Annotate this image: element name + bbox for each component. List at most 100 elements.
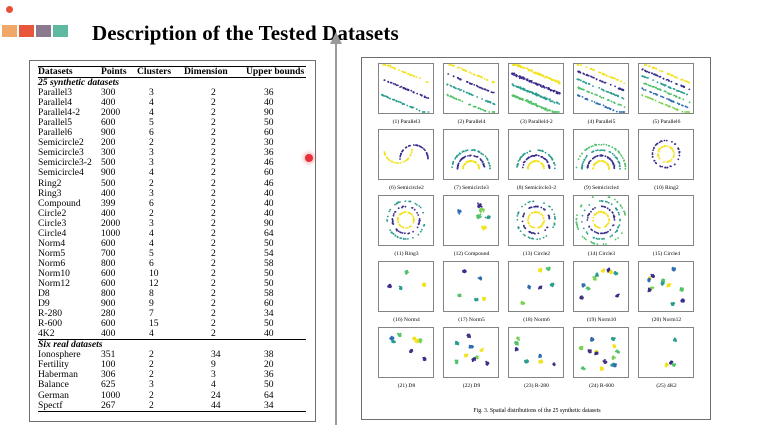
scatter-thumbnail: (3) Parallel4-2 xyxy=(504,63,569,129)
swatch-orange[interactable] xyxy=(2,25,17,37)
cell-dimension: 2 xyxy=(211,267,216,279)
swatch-teal[interactable] xyxy=(53,25,68,37)
dataset-table-panel: Datasets Points Clusters Dimension Upper… xyxy=(29,60,316,422)
table-row: Fertility 100 2 9 20 xyxy=(38,360,306,370)
scatter-plot xyxy=(573,195,629,246)
up-arrow-icon[interactable] xyxy=(330,32,342,44)
scatter-thumbnail: (5) Parallel6 xyxy=(634,63,699,129)
cell-upper-bound: 60 xyxy=(264,167,274,179)
scatter-plot xyxy=(508,63,564,114)
cell-points: 2000 xyxy=(101,107,121,119)
cell-points: 400 xyxy=(101,329,137,341)
scatter-plot xyxy=(638,63,694,114)
thumbnail-caption: (22) D9 xyxy=(462,383,481,389)
cell-dataset: Ring3 xyxy=(38,187,62,199)
figure-panel: (1) Parallel3 (2) Parallel4 (3) Parallel4-… xyxy=(361,57,711,420)
cell-clusters: 10 xyxy=(149,267,159,279)
thumbnail-caption: (10) Ring2 xyxy=(654,185,679,191)
cell-upper-bound: 20 xyxy=(264,359,274,371)
scatter-thumbnail: (10) Ring2 xyxy=(634,129,699,195)
thumbnail-caption: (12) Compound xyxy=(453,251,490,257)
pointer-cursor xyxy=(305,154,313,162)
table-row: Parallel3 300 3 2 36 xyxy=(38,88,306,98)
table-row: Haberman 306 2 3 36 xyxy=(38,370,306,380)
cell-dataset: Semicircle4 xyxy=(38,167,84,179)
scatter-thumbnail: (16) Norm4 xyxy=(374,261,439,327)
cell-upper-bound: 58 xyxy=(264,288,274,300)
cell-dataset: Parallel4-2 xyxy=(38,107,81,119)
color-swatches xyxy=(2,25,68,37)
scatter-plot xyxy=(638,261,694,312)
cell-dataset: Parallel4 xyxy=(38,97,73,109)
cell-upper-bound: 90 xyxy=(264,107,274,119)
cell-dimension: 24 xyxy=(211,389,221,401)
scatter-thumbnail: (24) R-600 xyxy=(569,327,634,393)
cell-dimension: 2 xyxy=(211,298,216,310)
cell-dataset: Semicircle3 xyxy=(38,147,84,159)
cell-upper-bound: 64 xyxy=(264,227,274,239)
thumbnail-caption: (21) D8 xyxy=(397,383,416,389)
table-row: Ring2 500 2 2 46 xyxy=(38,177,306,189)
scatter-plot xyxy=(508,327,564,378)
cell-dimension: 2 xyxy=(211,127,216,139)
scatter-thumbnail: (4) Parallel5 xyxy=(569,63,634,129)
scatter-thumbnail: (25) 4K2 xyxy=(634,327,699,393)
cell-dimension: 2 xyxy=(211,277,216,289)
swatch-purple[interactable] xyxy=(36,25,51,37)
table-row: Circle3 2000 3 2 90 xyxy=(38,217,306,229)
header-clusters: Clusters xyxy=(137,65,184,79)
cell-dataset: R-600 xyxy=(38,318,62,330)
cell-upper-bound: 60 xyxy=(264,298,274,310)
table-row: R-600 600 15 2 50 xyxy=(38,319,306,329)
cell-dataset: Balance xyxy=(38,379,69,391)
cell-dimension: 2 xyxy=(211,87,216,99)
thumbnail-caption: (1) Parallel3 xyxy=(392,119,421,125)
thumbnail-caption: (13) Circle2 xyxy=(522,251,551,257)
cell-upper-bound: 40 xyxy=(264,97,274,109)
cell-dataset: Ionosphere xyxy=(38,349,81,361)
cell-dimension: 4 xyxy=(211,379,216,391)
table-row: Semicircle3 300 3 2 36 xyxy=(38,148,306,158)
cell-dimension: 2 xyxy=(184,329,238,341)
scatter-thumbnail: (22) D9 xyxy=(439,327,504,393)
cell-clusters: 9 xyxy=(149,298,154,310)
thumbnail-caption: (5) Parallel6 xyxy=(652,119,681,125)
swatch-red[interactable] xyxy=(19,25,34,37)
cell-upper-bound: 50 xyxy=(264,379,274,391)
cell-dataset: Ring2 xyxy=(38,177,62,189)
scatter-thumbnail: (8) Semicircle3-2 xyxy=(504,129,569,195)
cell-clusters: 2 xyxy=(149,137,154,149)
table-group-label: Six real datasets xyxy=(38,339,306,351)
scatter-plot xyxy=(443,129,499,180)
cell-clusters: 5 xyxy=(149,117,154,129)
scatter-plot xyxy=(573,327,629,378)
cell-upper-bound: 50 xyxy=(264,237,274,249)
dataset-table: Datasets Points Clusters Dimension Upper… xyxy=(38,65,306,412)
cell-points: 200 xyxy=(101,137,116,149)
cell-dataset: Norm4 xyxy=(38,237,66,249)
cell-dimension: 2 xyxy=(211,318,216,330)
cell-clusters: 6 xyxy=(149,197,154,209)
cell-upper-bound: 50 xyxy=(264,117,274,129)
cell-upper-bound: 58 xyxy=(264,257,274,269)
cell-points: 306 xyxy=(101,369,116,381)
split-divider[interactable] xyxy=(330,32,342,425)
cell-points: 700 xyxy=(101,247,116,259)
cell-dataset: D8 xyxy=(38,288,50,300)
cell-dimension: 2 xyxy=(211,217,216,229)
cell-clusters: 2 xyxy=(149,369,154,381)
cell-clusters: 2 xyxy=(149,177,154,189)
cell-dataset: Compound xyxy=(38,197,81,209)
cell-points: 900 xyxy=(101,127,116,139)
scatter-plot xyxy=(573,129,629,180)
cell-dimension: 2 xyxy=(211,117,216,129)
header-upper-bounds: Upper bounds xyxy=(238,65,306,79)
cell-points: 600 xyxy=(101,117,116,129)
cell-dimension: 2 xyxy=(211,147,216,159)
cell-clusters: 2 xyxy=(149,349,154,361)
cell-clusters: 5 xyxy=(149,247,154,259)
cell-points: 2000 xyxy=(101,217,121,229)
cell-dataset: Semicircle2 xyxy=(38,137,84,149)
cell-clusters: 4 xyxy=(149,97,154,109)
cell-upper-bound: 40 xyxy=(264,197,274,209)
